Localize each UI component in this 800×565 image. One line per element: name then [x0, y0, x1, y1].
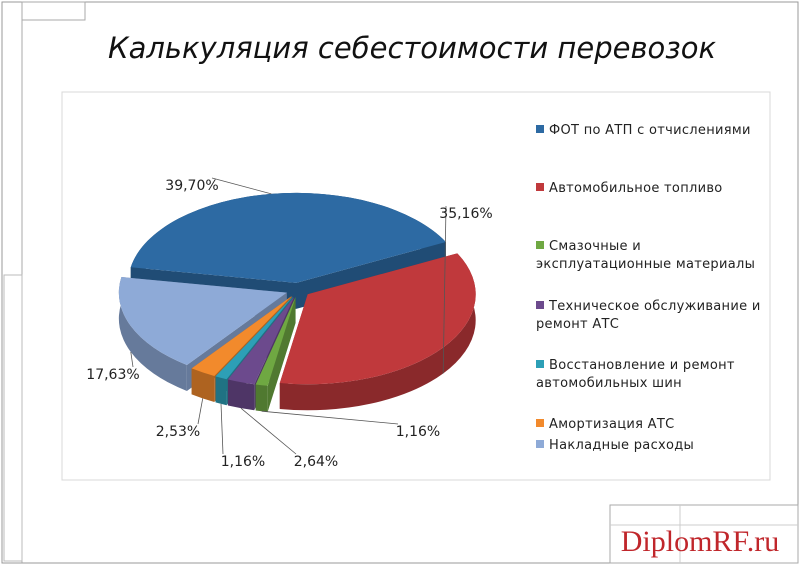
data-label: 17,63%: [86, 367, 139, 383]
legend-swatch: [536, 241, 544, 249]
legend-swatch: [536, 440, 544, 448]
data-label: 2,64%: [294, 454, 338, 470]
pie: [118, 192, 476, 412]
legend-entry: Автомобильное топливо: [536, 180, 772, 198]
data-label: 1,16%: [221, 454, 265, 470]
leader-line: [211, 177, 272, 195]
legend-swatch: [536, 125, 544, 133]
data-label: 35,16%: [439, 206, 492, 222]
slice: [215, 296, 293, 380]
slice-side: [227, 379, 255, 411]
corner-box: [21, 1, 86, 21]
legend-label: Восстановление и ремонт автомобильных ши…: [536, 358, 735, 391]
plot-area: [61, 91, 771, 481]
legend-entry: ФОТ по АТП с отчислениями: [536, 122, 772, 140]
slice-side: [255, 384, 268, 412]
slice: [279, 253, 476, 385]
slice-side: [279, 253, 476, 411]
legend-label: Накладные расходы: [549, 438, 695, 453]
slice: [227, 296, 295, 385]
legend-swatch: [536, 360, 544, 368]
leader-line: [240, 407, 297, 455]
leader-line: [197, 398, 204, 425]
slice: [191, 296, 292, 377]
data-label: 2,53%: [156, 424, 200, 440]
legend-swatch: [536, 183, 544, 191]
leader-line: [261, 410, 399, 425]
legend-label: Автомобильное топливо: [549, 181, 723, 196]
slice-side: [191, 368, 215, 403]
slice-side: [118, 277, 187, 391]
chart-title: Калькуляция себестоимости перевозок: [108, 31, 716, 65]
data-label: 39,70%: [165, 178, 218, 194]
legend-label: ФОТ по АТП с отчислениями: [549, 123, 751, 138]
slice: [255, 297, 296, 386]
leader-line: [220, 403, 224, 455]
slice-side: [215, 376, 227, 406]
side-stamp: [3, 274, 23, 562]
watermark: DiplomRF.ru: [621, 525, 779, 558]
title-block: [609, 504, 799, 564]
legend-entry: Техническое обслуживание и ремонт АТС: [536, 298, 772, 334]
legend-entry: Смазочные и эксплуатационные материалы: [536, 238, 772, 274]
slice: [130, 192, 446, 283]
legend-entry: Накладные расходы: [536, 437, 772, 455]
slice: [118, 277, 287, 365]
leader-line: [130, 351, 134, 368]
legend-swatch: [536, 301, 544, 309]
legend-label: Амортизация АТС: [549, 417, 675, 432]
legend-label: Смазочные и эксплуатационные материалы: [536, 239, 756, 272]
leader-line: [442, 205, 447, 374]
legend-swatch: [536, 419, 544, 427]
legend-entry: Амортизация АТС: [536, 416, 772, 434]
data-label: 1,16%: [396, 424, 440, 440]
legend-entry: Восстановление и ремонт автомобильных ши…: [536, 357, 772, 393]
legend-label: Техническое обслуживание и ремонт АТС: [536, 299, 761, 332]
